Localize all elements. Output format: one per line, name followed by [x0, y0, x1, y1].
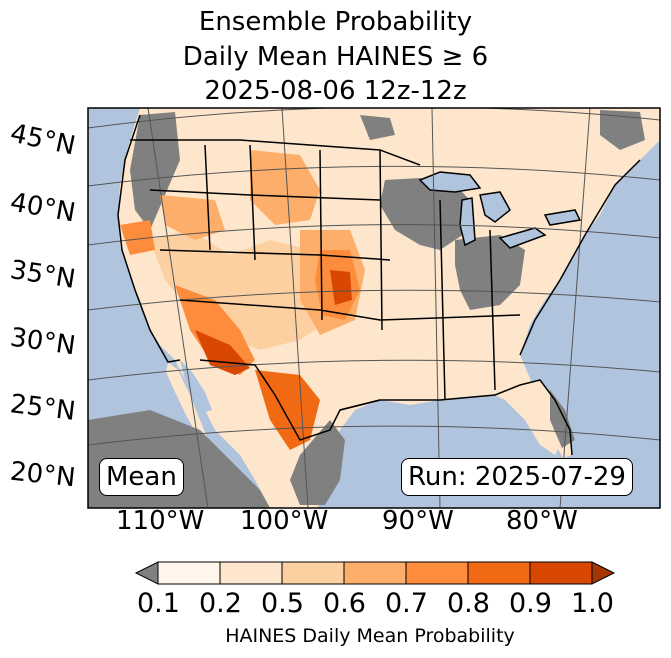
lon-label-80w: 80°W — [506, 506, 578, 536]
colorbar-segment — [529, 561, 593, 585]
colorbar-segment — [343, 561, 407, 585]
colorbar-tick: 0.2 — [199, 588, 242, 619]
colorbar — [134, 561, 616, 585]
land-mass — [88, 108, 660, 508]
run-label-box: Run: 2025-07-29 — [401, 458, 633, 496]
colorbar-tick: 1.0 — [571, 588, 614, 619]
stat-label-box: Mean — [99, 458, 184, 496]
title-line-3: 2025-08-06 12z-12z — [204, 76, 467, 106]
colorbar-segment — [281, 561, 345, 585]
colorbar-tick: 0.7 — [385, 588, 428, 619]
state-borders — [130, 139, 521, 441]
colorbar-tick: 0.1 — [137, 588, 180, 619]
colorbar-segment — [219, 561, 283, 585]
probability-fields — [120, 150, 365, 450]
map-area — [88, 108, 660, 508]
title-line-2: Daily Mean HAINES ≥ 6 — [182, 42, 489, 72]
lon-label-100w: 100°W — [240, 506, 329, 536]
map-frame — [87, 107, 661, 509]
graticule-lines — [88, 108, 660, 508]
great-lakes — [418, 171, 582, 249]
colorbar-tick: 0.5 — [261, 588, 304, 619]
colorbar-tick: 0.8 — [447, 588, 490, 619]
lon-label-110w: 110°W — [116, 506, 205, 536]
colorbar-over-triangle — [591, 561, 616, 585]
colorbar-under-triangle — [134, 561, 159, 585]
colorbar-segment — [157, 561, 221, 585]
colorbar-segment — [467, 561, 531, 585]
colorbar-segment — [405, 561, 469, 585]
colorbar-tick: 0.6 — [323, 588, 366, 619]
lon-label-90w: 90°W — [382, 506, 454, 536]
baja-peninsula — [166, 362, 210, 445]
coastline — [117, 114, 641, 456]
colorbar-tick: 0.9 — [509, 588, 552, 619]
colorbar-label: HAINES Daily Mean Probability — [225, 625, 515, 647]
title-line-1: Ensemble Probability — [198, 7, 473, 37]
